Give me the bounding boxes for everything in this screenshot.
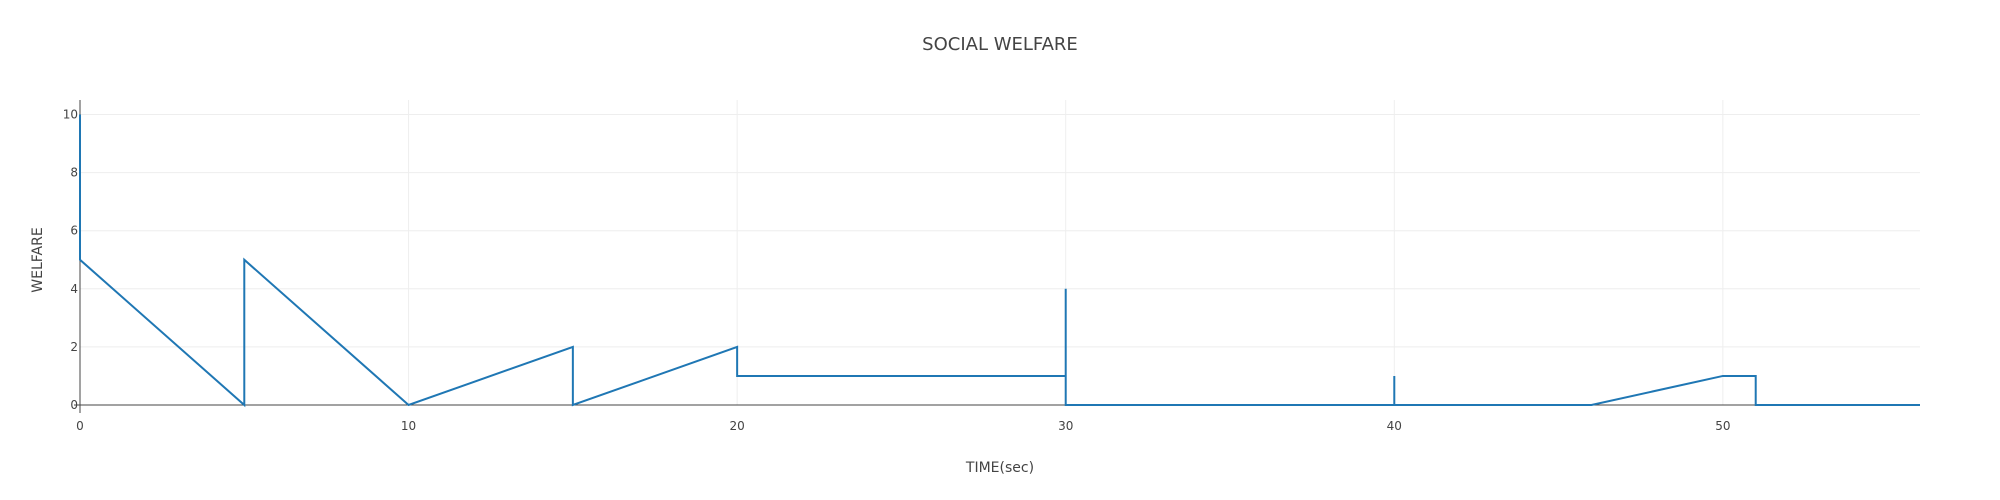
axes <box>74 100 1920 413</box>
x-axis-title: TIME(sec) <box>965 460 1034 476</box>
grid <box>80 100 1920 405</box>
y-tick-label: 2 <box>70 340 78 354</box>
y-tick-label: 0 <box>70 398 78 412</box>
y-tick-label: 10 <box>63 108 78 122</box>
x-tick-label: 40 <box>1387 419 1402 433</box>
x-tick-label: 50 <box>1715 419 1730 433</box>
x-tick-label: 30 <box>1058 419 1073 433</box>
y-tick-label: 6 <box>70 224 78 238</box>
series-line <box>79 114 1920 408</box>
chart-title: SOCIAL WELFARE <box>922 34 1078 55</box>
y-axis-title: WELFARE <box>30 227 46 292</box>
x-tick-label: 20 <box>730 419 745 433</box>
x-tick-label: 10 <box>401 419 416 433</box>
x-tick-label: 0 <box>76 419 84 433</box>
y-tick-label: 4 <box>70 282 78 296</box>
tick-labels: 0 10 20 30 40 50 0 2 4 6 8 10 <box>63 108 1731 433</box>
y-tick-label: 8 <box>70 166 78 180</box>
